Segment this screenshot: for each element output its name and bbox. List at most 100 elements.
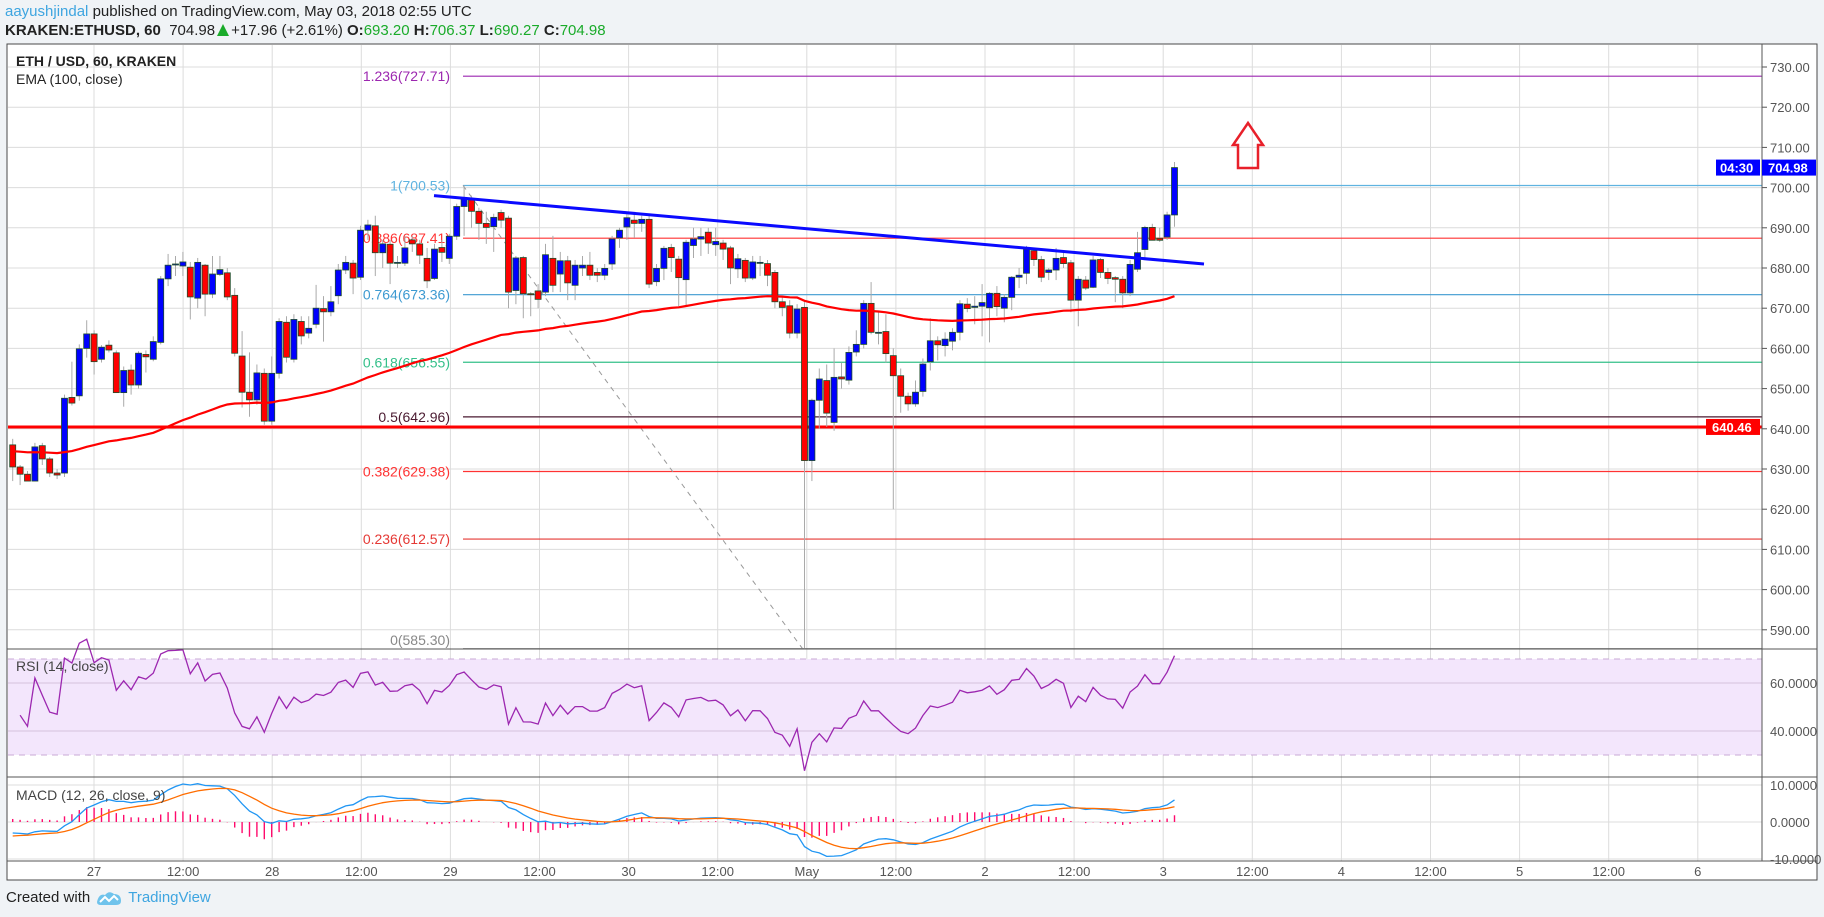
candle-up	[401, 247, 409, 264]
candle-up	[986, 292, 993, 309]
candle-up	[312, 307, 320, 325]
candle-down	[112, 352, 120, 394]
candle-down	[519, 257, 527, 295]
candle-up	[919, 363, 927, 392]
candle-down	[1067, 262, 1075, 301]
candle-up	[1045, 269, 1053, 273]
close-label: C:	[543, 22, 560, 39]
candle-down	[127, 369, 135, 386]
candle-down	[105, 344, 113, 351]
candle-up	[334, 269, 342, 297]
price-tick-label: 600.00	[1770, 583, 1810, 598]
time-tick-label: 28	[265, 864, 279, 879]
candle-down	[246, 391, 253, 401]
candle-down	[1037, 259, 1045, 278]
time-tick-label: 12:00	[1058, 864, 1091, 879]
candle-down	[1060, 257, 1067, 264]
fib-level-label: 0.236(612.57)	[363, 531, 450, 547]
candle-down	[142, 354, 150, 358]
fib-level-label: 0.382(629.38)	[363, 463, 450, 479]
macd-legend: MACD (12, 26, close, 9)	[16, 787, 165, 803]
price-change: +17.96 (+2.61%)	[231, 22, 343, 39]
low-label: L:	[479, 22, 494, 39]
candle-up	[431, 248, 438, 279]
rsi-legend: RSI (14, close)	[16, 658, 109, 674]
candle-up	[1000, 296, 1008, 309]
candle-down	[9, 444, 17, 468]
candle-up	[83, 333, 91, 349]
tradingview-link[interactable]: TradingView	[128, 889, 211, 906]
candle-up	[120, 370, 128, 394]
candle-up	[209, 273, 216, 295]
price-tick-label: 610.00	[1770, 542, 1810, 557]
price-tick-label: 680.00	[1770, 261, 1810, 276]
candle-up	[164, 264, 172, 280]
price-tick-label: 690.00	[1770, 221, 1810, 236]
candle-up	[712, 241, 720, 246]
candle-up	[571, 264, 579, 286]
candle-up	[61, 397, 68, 474]
time-tick-label: 3	[1160, 864, 1167, 879]
candle-down	[371, 225, 379, 254]
rsi-pane[interactable]	[8, 638, 1762, 771]
candle-down	[349, 262, 357, 279]
time-tick-label: 4	[1338, 864, 1345, 879]
candle-up	[364, 224, 372, 231]
candle-up	[379, 243, 387, 254]
rsi-band	[8, 659, 1762, 755]
macd-tick-label: 0.0000	[1770, 815, 1810, 830]
macd-signal-line	[12, 787, 1175, 850]
candle-up	[305, 327, 313, 334]
candle-down	[423, 257, 431, 282]
time-tick-label: 5	[1516, 864, 1523, 879]
fib-level-label: 0.5(642.96)	[378, 409, 450, 425]
price-tick-label: 620.00	[1770, 502, 1810, 517]
created-with-label: Created with	[6, 889, 91, 906]
footer: Created with TradingView	[6, 889, 211, 906]
candle-up	[926, 340, 934, 363]
candle-down	[1030, 250, 1038, 260]
candle-down	[897, 375, 905, 397]
high-value: 706.37	[429, 22, 476, 39]
candle-up	[1171, 167, 1178, 216]
up-arrow-annotation-icon[interactable]	[1230, 120, 1266, 170]
candle-up	[216, 269, 224, 275]
candle-up	[845, 352, 853, 381]
candle-up	[690, 238, 697, 246]
candle-down	[838, 376, 845, 380]
macd-line	[12, 783, 1175, 858]
candle-up	[623, 217, 631, 228]
candle-down	[46, 458, 54, 474]
time-tick-label: 29	[443, 864, 457, 879]
candle-down	[764, 263, 771, 276]
candle-down	[438, 247, 446, 253]
candle-down	[904, 395, 912, 405]
candle-down	[527, 293, 535, 296]
fib-level-label: 1.236(727.71)	[363, 68, 450, 84]
candle-down	[186, 266, 194, 298]
candle-down	[408, 239, 416, 245]
candle-up	[1141, 226, 1149, 250]
rsi-tick-label: 40.0000	[1770, 724, 1817, 739]
price-tick-label: 630.00	[1770, 462, 1810, 477]
macd-pane[interactable]	[8, 783, 1762, 860]
price-pane[interactable]	[8, 161, 1762, 649]
tradingview-logo-icon	[97, 891, 122, 905]
candle-down	[786, 305, 794, 334]
candle-up	[608, 238, 616, 265]
candle-down	[16, 466, 24, 475]
candle-up	[342, 261, 350, 271]
author-link[interactable]: aayushjindal	[5, 3, 89, 20]
candle-down	[260, 372, 268, 422]
support-price-tag-label: 640.46	[1712, 420, 1752, 435]
candle-down	[882, 331, 890, 355]
time-tick-label: 12:00	[1592, 864, 1625, 879]
symbol-info: KRAKEN:ETHUSD, 60 704.98 +17.96 (+2.61%) …	[5, 22, 606, 39]
time-tick-label: 12:00	[1236, 864, 1269, 879]
time-tick-label: 6	[1694, 864, 1701, 879]
candle-down	[727, 247, 734, 269]
candle-up	[542, 254, 549, 293]
candle-down	[801, 306, 808, 461]
candle-up	[31, 446, 39, 482]
